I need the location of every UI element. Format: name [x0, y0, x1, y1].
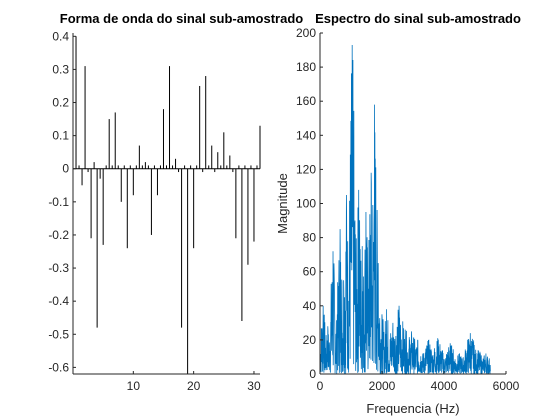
y-tick-label-2: 200 — [296, 26, 316, 40]
y-tick-label-2: 180 — [296, 60, 316, 74]
x-tick-label-2: 4000 — [431, 379, 458, 393]
plot-area-1 — [73, 33, 260, 374]
y-tick-label-2: 120 — [296, 162, 316, 176]
y-tick-label-1: -0.4 — [48, 294, 69, 308]
y-tick-label-2: 20 — [303, 333, 317, 347]
y-axis-label-2: Magnitude — [275, 173, 290, 234]
x-tick-label-1: 30 — [247, 379, 261, 393]
y-tick-label-2: 140 — [296, 128, 316, 142]
chart-title-1: Forma de onda do sinal sub-amostrado — [60, 11, 303, 26]
y-tick-label-2: 0 — [309, 367, 316, 381]
y-tick-label-2: 40 — [303, 299, 317, 313]
x-tick-label-2: 2000 — [369, 379, 396, 393]
y-tick-label-2: 60 — [303, 265, 317, 279]
spectrum-line — [319, 44, 491, 375]
y-tick-label-1: -0.3 — [48, 261, 69, 275]
y-tick-label-1: 0.2 — [52, 96, 69, 110]
x-tick-label-1: 20 — [187, 379, 201, 393]
y-tick-label-1: 0 — [62, 162, 69, 176]
x-tick-label-2: 0 — [317, 379, 324, 393]
x-tick-label-1: 10 — [127, 379, 141, 393]
y-tick-label-1: -0.2 — [48, 228, 69, 242]
y-tick-label-2: 100 — [296, 197, 316, 211]
y-tick-label-1: 0.3 — [52, 62, 69, 76]
chart-title-2: Espectro do sinal sub-amostrado — [315, 11, 521, 26]
x-axis-label-2: Frequencia (Hz) — [366, 401, 459, 416]
y-tick-label-1: -0.1 — [48, 195, 69, 209]
y-tick-label-1: 0.1 — [52, 129, 69, 143]
y-tick-label-2: 160 — [296, 94, 316, 108]
y-tick-label-1: -0.5 — [48, 327, 69, 341]
y-tick-label-2: 80 — [303, 231, 317, 245]
y-tick-label-1: 0.4 — [52, 29, 69, 43]
y-tick-label-1: -0.6 — [48, 360, 69, 374]
waveform-chart: -0.6 -0.5 -0.4 -0.3 -0.2 -0.1 0 0.1 0.2 0.3 0.4 10 2… — [48, 11, 303, 393]
x-tick-label-2: 6000 — [493, 379, 520, 393]
